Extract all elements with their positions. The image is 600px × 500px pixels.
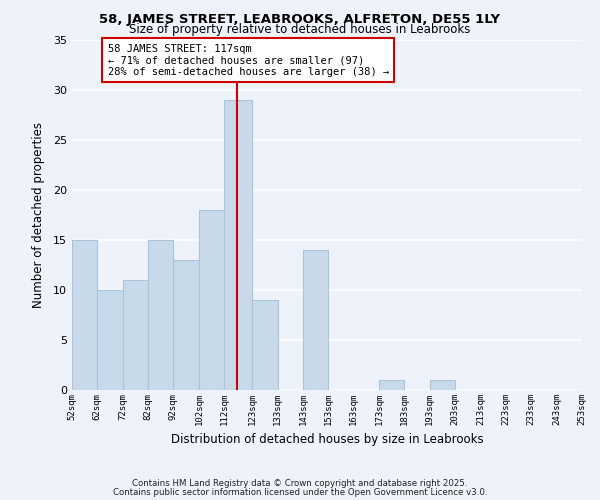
Bar [379, 380, 404, 390]
Bar [123, 280, 148, 390]
Bar [430, 380, 455, 390]
Y-axis label: Number of detached properties: Number of detached properties [32, 122, 44, 308]
Text: Size of property relative to detached houses in Leabrooks: Size of property relative to detached ho… [130, 22, 470, 36]
Bar [199, 210, 224, 390]
Bar [224, 100, 252, 390]
Text: 58, JAMES STREET, LEABROOKS, ALFRETON, DE55 1LY: 58, JAMES STREET, LEABROOKS, ALFRETON, D… [100, 12, 500, 26]
Text: 58 JAMES STREET: 117sqm
← 71% of detached houses are smaller (97)
28% of semi-de: 58 JAMES STREET: 117sqm ← 71% of detache… [108, 44, 389, 76]
Bar [303, 250, 328, 390]
Bar [72, 240, 97, 390]
X-axis label: Distribution of detached houses by size in Leabrooks: Distribution of detached houses by size … [170, 434, 484, 446]
Bar [173, 260, 199, 390]
Bar [148, 240, 173, 390]
Text: Contains public sector information licensed under the Open Government Licence v3: Contains public sector information licen… [113, 488, 487, 497]
Bar [97, 290, 123, 390]
Text: Contains HM Land Registry data © Crown copyright and database right 2025.: Contains HM Land Registry data © Crown c… [132, 479, 468, 488]
Bar [252, 300, 278, 390]
